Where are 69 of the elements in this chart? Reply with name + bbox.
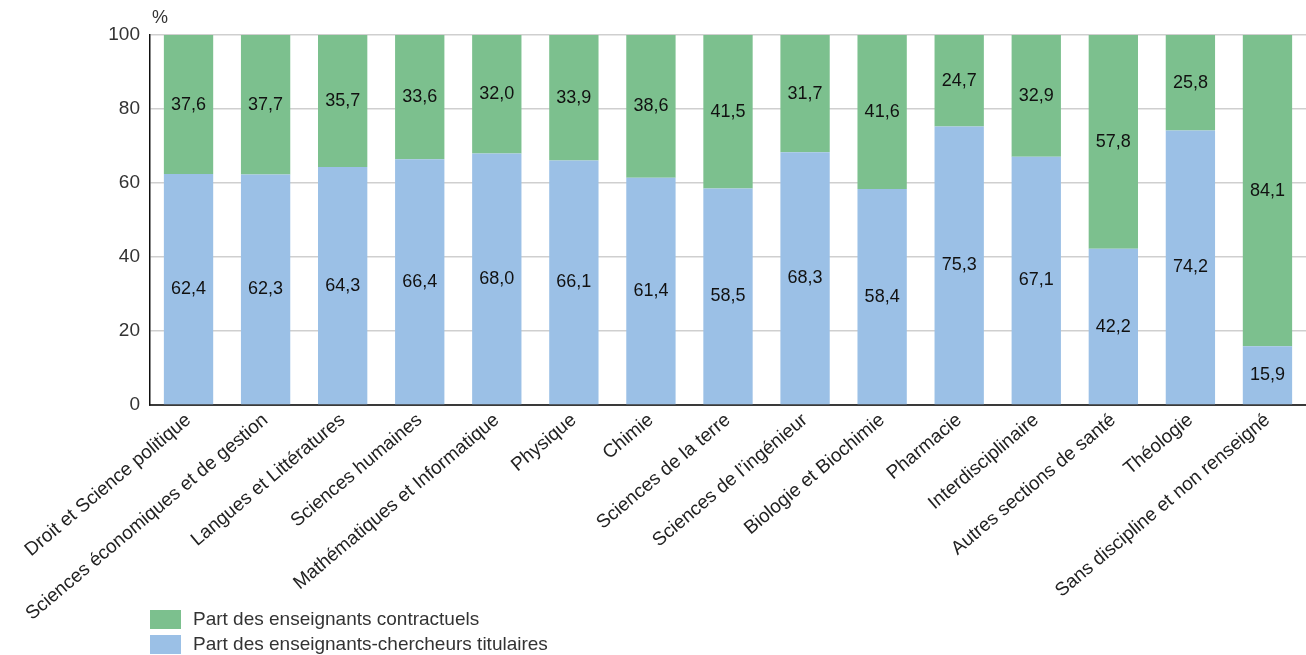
bar: [703, 35, 753, 189]
y-tick-label: 60: [118, 171, 140, 193]
bar: [549, 35, 599, 161]
data-label: 33,6: [402, 86, 438, 107]
bar: [1242, 346, 1293, 405]
data-label: 74,2: [1172, 256, 1208, 277]
y-tick-label: 0: [129, 393, 140, 415]
bar: [318, 35, 368, 168]
data-label: 32,9: [1018, 84, 1054, 105]
data-label: 62,4: [171, 278, 207, 299]
data-label: 37,7: [248, 93, 284, 114]
bar: [934, 35, 984, 127]
data-label: 66,1: [556, 271, 592, 292]
data-label: 64,3: [325, 274, 361, 295]
bar: [1088, 35, 1138, 249]
data-label: 37,6: [171, 93, 207, 114]
bar: [1242, 35, 1293, 347]
data-label: 33,9: [556, 86, 592, 107]
legend-label: Part des enseignants contractuels: [193, 608, 480, 629]
bar: [395, 35, 445, 160]
y-axis-title: %: [152, 6, 169, 27]
bar: [472, 153, 522, 405]
data-label: 41,5: [710, 100, 746, 121]
bar: [472, 35, 522, 154]
bar: [626, 35, 676, 178]
data-label: 41,6: [864, 100, 900, 121]
data-label: 66,4: [402, 270, 438, 291]
data-label: 68,3: [787, 267, 823, 288]
data-label: 75,3: [941, 254, 977, 275]
bar: [318, 167, 368, 405]
data-label: 25,8: [1172, 71, 1208, 92]
bar: [780, 152, 830, 405]
y-tick-label: 100: [108, 23, 140, 45]
data-label: 42,2: [1095, 315, 1131, 336]
bar: [395, 159, 445, 405]
bar: [1011, 35, 1061, 157]
bar: [163, 35, 214, 175]
data-label: 38,6: [633, 95, 669, 116]
y-tick-label: 20: [118, 319, 140, 341]
bar: [626, 177, 676, 405]
legend-label: Part des enseignants-chercheurs titulaires: [193, 633, 548, 654]
bar: [1165, 35, 1216, 131]
data-label: 68,0: [479, 267, 515, 288]
data-label: 58,4: [864, 285, 900, 306]
bar: [780, 35, 830, 153]
bar: [857, 188, 907, 405]
data-label: 32,0: [479, 83, 515, 104]
data-label: 58,5: [710, 285, 746, 306]
bar: [240, 174, 291, 405]
bar: [934, 126, 984, 405]
bar: [1165, 130, 1216, 405]
bar: [1088, 248, 1138, 405]
data-label: 57,8: [1095, 130, 1131, 151]
y-tick-label: 80: [118, 97, 140, 119]
bar: [857, 35, 907, 189]
data-label: 84,1: [1249, 179, 1285, 200]
data-label: 24,7: [941, 69, 977, 90]
data-label: 31,7: [787, 82, 823, 103]
y-tick-label: 40: [118, 245, 140, 267]
data-label: 62,3: [248, 278, 284, 299]
bar: [240, 35, 291, 175]
bar: [549, 160, 599, 405]
data-label: 15,9: [1249, 364, 1285, 385]
bar: [1011, 156, 1061, 405]
bar: [703, 188, 753, 405]
data-label: 67,1: [1018, 269, 1054, 290]
bar: [163, 174, 214, 405]
data-label: 61,4: [633, 280, 669, 300]
data-label: 35,7: [325, 90, 361, 111]
